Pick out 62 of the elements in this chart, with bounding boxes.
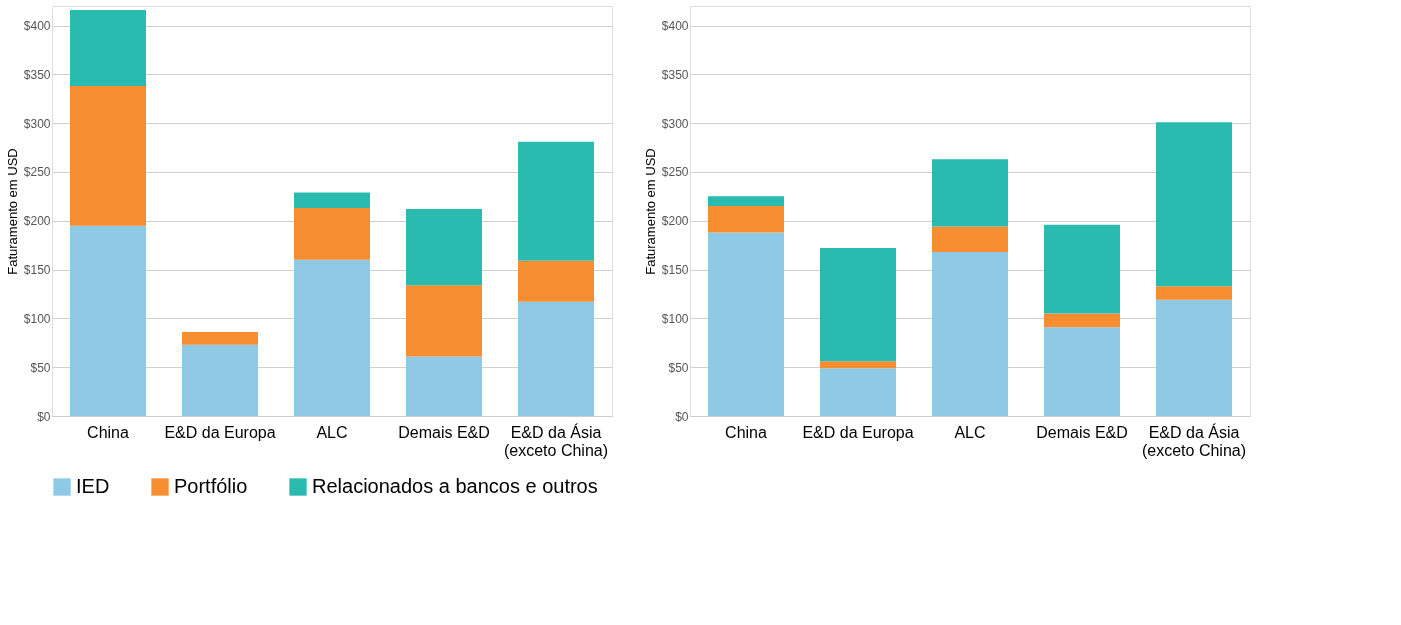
- x-tick-label: E&D da Europa: [164, 423, 276, 441]
- bar: [294, 208, 370, 260]
- bar: [932, 159, 1008, 227]
- bar: [182, 344, 258, 416]
- bar: [820, 361, 896, 369]
- y-tick-label: $50: [668, 360, 689, 375]
- legend-label: Portfólio: [174, 475, 248, 497]
- bar: [70, 225, 146, 416]
- bar: [1044, 327, 1120, 416]
- bar: [1156, 286, 1232, 300]
- bar: [932, 252, 1008, 416]
- bar: [518, 141, 594, 261]
- bar: [406, 285, 482, 357]
- bar: [518, 301, 594, 416]
- bar: [70, 86, 146, 226]
- bar: [1156, 299, 1232, 416]
- bar: [708, 232, 784, 416]
- bar: [1044, 224, 1120, 314]
- y-tick-label: $250: [23, 165, 51, 180]
- y-tick-label: $400: [661, 19, 689, 34]
- y-tick-label: $350: [23, 67, 51, 82]
- y-tick-label: $300: [23, 116, 51, 131]
- legend-label: Relacionados a bancos e outros: [312, 475, 598, 497]
- y-tick-label: $0: [37, 409, 51, 424]
- y-tick-label: $100: [23, 311, 51, 326]
- y-tick-label: $200: [23, 214, 51, 229]
- bar: [1044, 313, 1120, 328]
- y-tick-label: $150: [661, 263, 689, 278]
- y-tick-label: $50: [30, 360, 51, 375]
- y-tick-label: $250: [661, 165, 689, 180]
- bar: [294, 192, 370, 209]
- legend-label: IED: [76, 475, 110, 497]
- y-axis-title: Faturamento em USD: [4, 148, 20, 275]
- bar: [182, 332, 258, 345]
- y-tick-label: $200: [661, 214, 689, 229]
- x-tick-label: Demais E&D: [398, 423, 490, 441]
- bar: [820, 248, 896, 362]
- x-tick-label: E&D da Ásia (exceto China): [503, 422, 609, 459]
- bar: [708, 196, 784, 207]
- y-axis-title: Faturamento em USD: [642, 148, 658, 275]
- x-tick-label: ALC: [316, 423, 348, 441]
- bar: [70, 9, 146, 87]
- bar: [932, 226, 1008, 252]
- x-tick-label: E&D da Europa: [802, 423, 914, 441]
- bar: [406, 356, 482, 416]
- x-tick-label: ALC: [954, 423, 986, 441]
- y-tick-label: $100: [661, 311, 689, 326]
- bar: [1156, 122, 1232, 287]
- bar: [406, 209, 482, 286]
- y-tick-label: $400: [23, 19, 51, 34]
- bar: [820, 368, 896, 416]
- bar: [708, 206, 784, 233]
- bar: [294, 259, 370, 416]
- x-tick-label: China: [87, 423, 129, 441]
- y-tick-label: $0: [675, 409, 689, 424]
- x-tick-label: China: [725, 423, 767, 441]
- x-tick-label: E&D da Ásia (exceto China): [1141, 422, 1247, 459]
- y-tick-label: $150: [23, 263, 51, 278]
- y-tick-label: $300: [661, 116, 689, 131]
- x-tick-label: Demais E&D: [1036, 423, 1128, 441]
- y-tick-label: $350: [661, 67, 689, 82]
- bar: [518, 260, 594, 302]
